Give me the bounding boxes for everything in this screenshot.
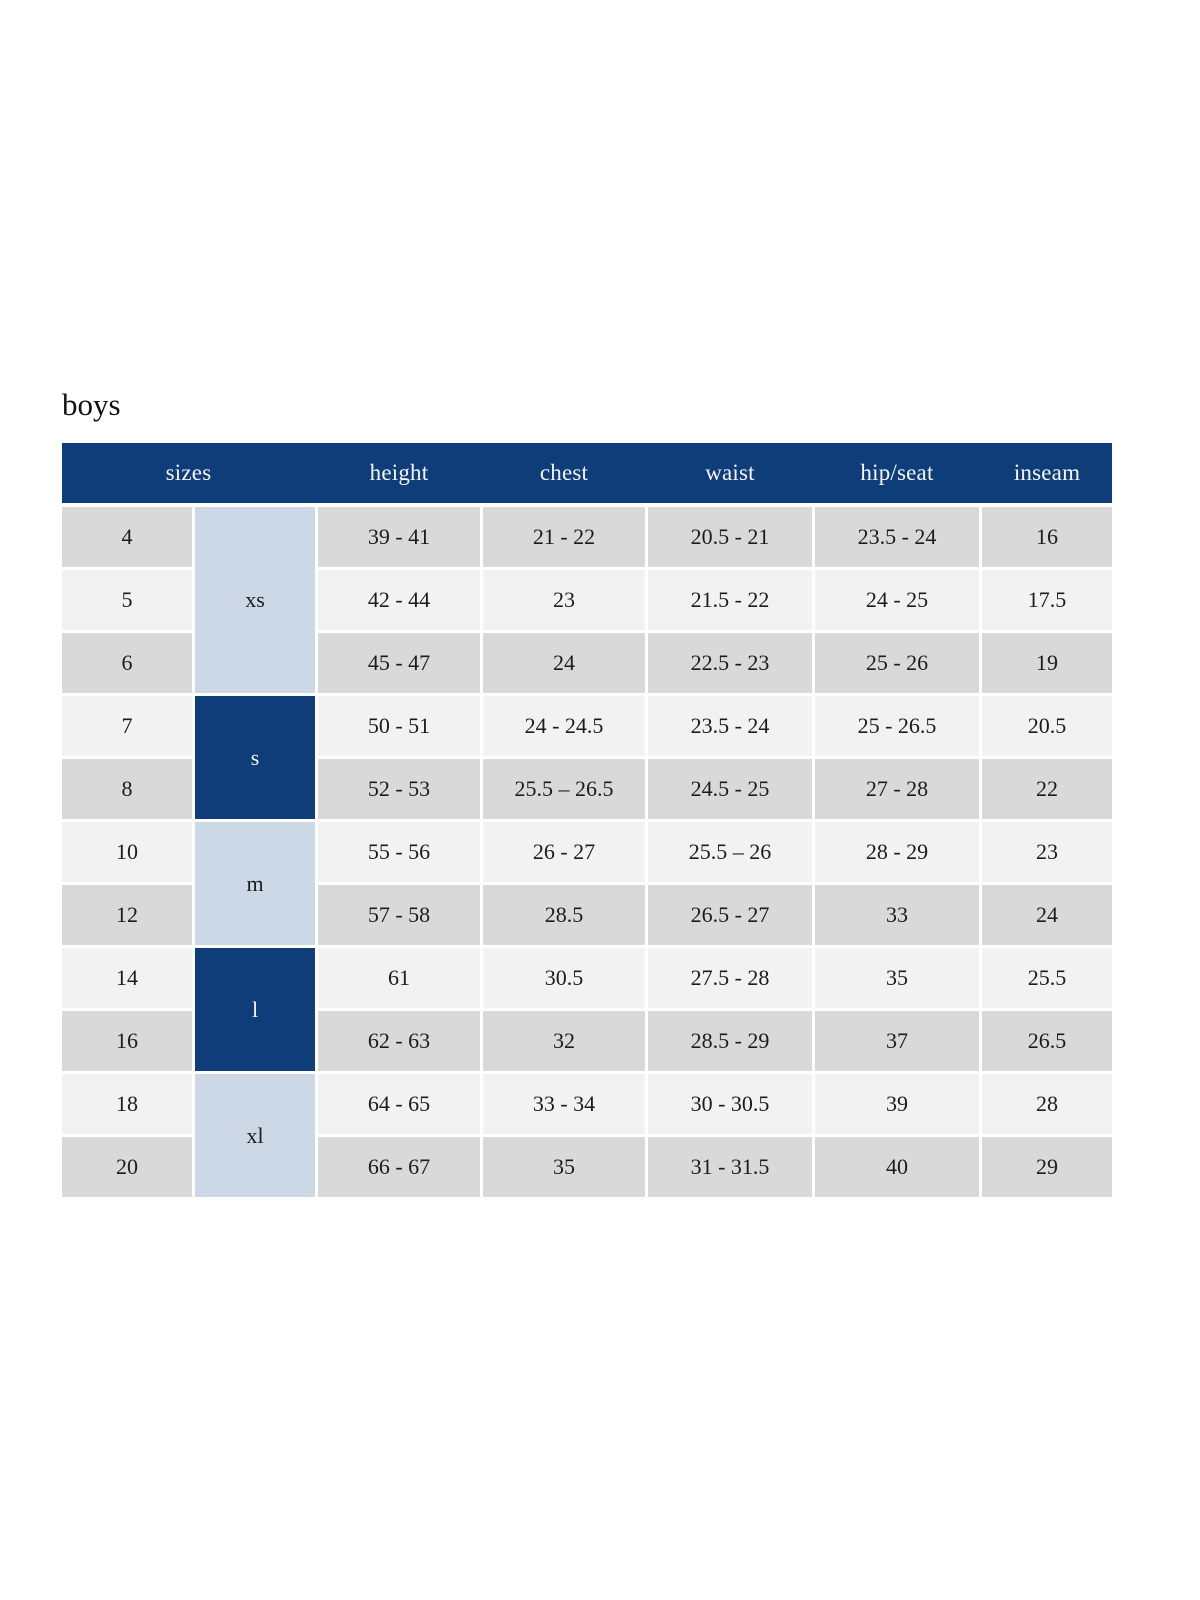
cell-size-group-s: s [195, 696, 315, 819]
cell-inseam: 19 [982, 633, 1112, 693]
cell-chest: 25.5 – 26.5 [483, 759, 645, 819]
column-header-height: height [369, 460, 429, 485]
cell-size-group-xs: xs [195, 507, 315, 693]
column-header-chest: chest [539, 460, 589, 485]
cell-height: 55 - 56 [318, 822, 480, 882]
cell-inseam: 24 [982, 885, 1112, 945]
cell-height: 39 - 41 [318, 507, 480, 567]
page-title: boys [62, 387, 121, 422]
cell-height: 64 - 65 [318, 1074, 480, 1134]
cell-hip-seat: 35 [815, 948, 979, 1008]
cell-inseam: 29 [982, 1137, 1112, 1197]
cell-hip-seat: 25 - 26.5 [815, 696, 979, 756]
cell-inseam: 28 [982, 1074, 1112, 1134]
cell-chest: 30.5 [483, 948, 645, 1008]
cell-waist: 30 - 30.5 [648, 1074, 812, 1134]
cell-size: 8 [62, 759, 192, 819]
cell-height: 66 - 67 [318, 1137, 480, 1197]
cell-hip-seat: 40 [815, 1137, 979, 1197]
cell-inseam: 17.5 [982, 570, 1112, 630]
cell-chest: 24 [483, 633, 645, 693]
size-chart-table: sizes height chest waist hip/seat inseam… [62, 443, 1112, 1197]
cell-size-group-m: m [195, 822, 315, 945]
cell-size: 20 [62, 1137, 192, 1197]
cell-inseam: 16 [982, 507, 1112, 567]
cell-inseam: 22 [982, 759, 1112, 819]
table-body: 4 xs 39 - 41 21 - 22 20.5 - 21 23.5 - 24… [62, 507, 1112, 1197]
cell-inseam: 20.5 [982, 696, 1112, 756]
cell-inseam: 23 [982, 822, 1112, 882]
cell-size: 7 [62, 696, 192, 756]
cell-size: 18 [62, 1074, 192, 1134]
cell-hip-seat: 28 - 29 [815, 822, 979, 882]
cell-inseam: 25.5 [982, 948, 1112, 1008]
cell-waist: 26.5 - 27 [648, 885, 812, 945]
cell-chest: 28.5 [483, 885, 645, 945]
cell-height: 45 - 47 [318, 633, 480, 693]
cell-height: 42 - 44 [318, 570, 480, 630]
column-header-hip-seat: hip/seat [860, 460, 934, 485]
column-header-sizes: sizes [165, 460, 212, 485]
cell-size-group-xl: xl [195, 1074, 315, 1197]
cell-waist: 28.5 - 29 [648, 1011, 812, 1071]
column-header-waist: waist [705, 460, 755, 485]
table-header-row: sizes height chest waist hip/seat inseam [62, 443, 1112, 503]
cell-height: 62 - 63 [318, 1011, 480, 1071]
cell-size: 10 [62, 822, 192, 882]
cell-height: 61 [318, 948, 480, 1008]
cell-hip-seat: 25 - 26 [815, 633, 979, 693]
cell-size: 16 [62, 1011, 192, 1071]
cell-chest: 23 [483, 570, 645, 630]
cell-height: 52 - 53 [318, 759, 480, 819]
cell-waist: 23.5 - 24 [648, 696, 812, 756]
cell-waist: 20.5 - 21 [648, 507, 812, 567]
cell-inseam: 26.5 [982, 1011, 1112, 1071]
cell-size: 6 [62, 633, 192, 693]
column-header-inseam: inseam [1013, 460, 1081, 485]
cell-waist: 25.5 – 26 [648, 822, 812, 882]
cell-chest: 24 - 24.5 [483, 696, 645, 756]
cell-waist: 24.5 - 25 [648, 759, 812, 819]
cell-hip-seat: 23.5 - 24 [815, 507, 979, 567]
cell-size: 4 [62, 507, 192, 567]
cell-hip-seat: 39 [815, 1074, 979, 1134]
cell-chest: 26 - 27 [483, 822, 645, 882]
cell-hip-seat: 37 [815, 1011, 979, 1071]
cell-waist: 22.5 - 23 [648, 633, 812, 693]
cell-waist: 27.5 - 28 [648, 948, 812, 1008]
cell-waist: 31 - 31.5 [648, 1137, 812, 1197]
cell-hip-seat: 24 - 25 [815, 570, 979, 630]
page: boys sizes height chest waist hip/seat i… [62, 387, 1112, 1197]
cell-height: 57 - 58 [318, 885, 480, 945]
cell-chest: 32 [483, 1011, 645, 1071]
cell-size-group-l: l [195, 948, 315, 1071]
cell-chest: 35 [483, 1137, 645, 1197]
cell-size: 14 [62, 948, 192, 1008]
cell-size: 12 [62, 885, 192, 945]
cell-waist: 21.5 - 22 [648, 570, 812, 630]
cell-height: 50 - 51 [318, 696, 480, 756]
cell-hip-seat: 33 [815, 885, 979, 945]
cell-chest: 21 - 22 [483, 507, 645, 567]
cell-chest: 33 - 34 [483, 1074, 645, 1134]
cell-size: 5 [62, 570, 192, 630]
cell-hip-seat: 27 - 28 [815, 759, 979, 819]
